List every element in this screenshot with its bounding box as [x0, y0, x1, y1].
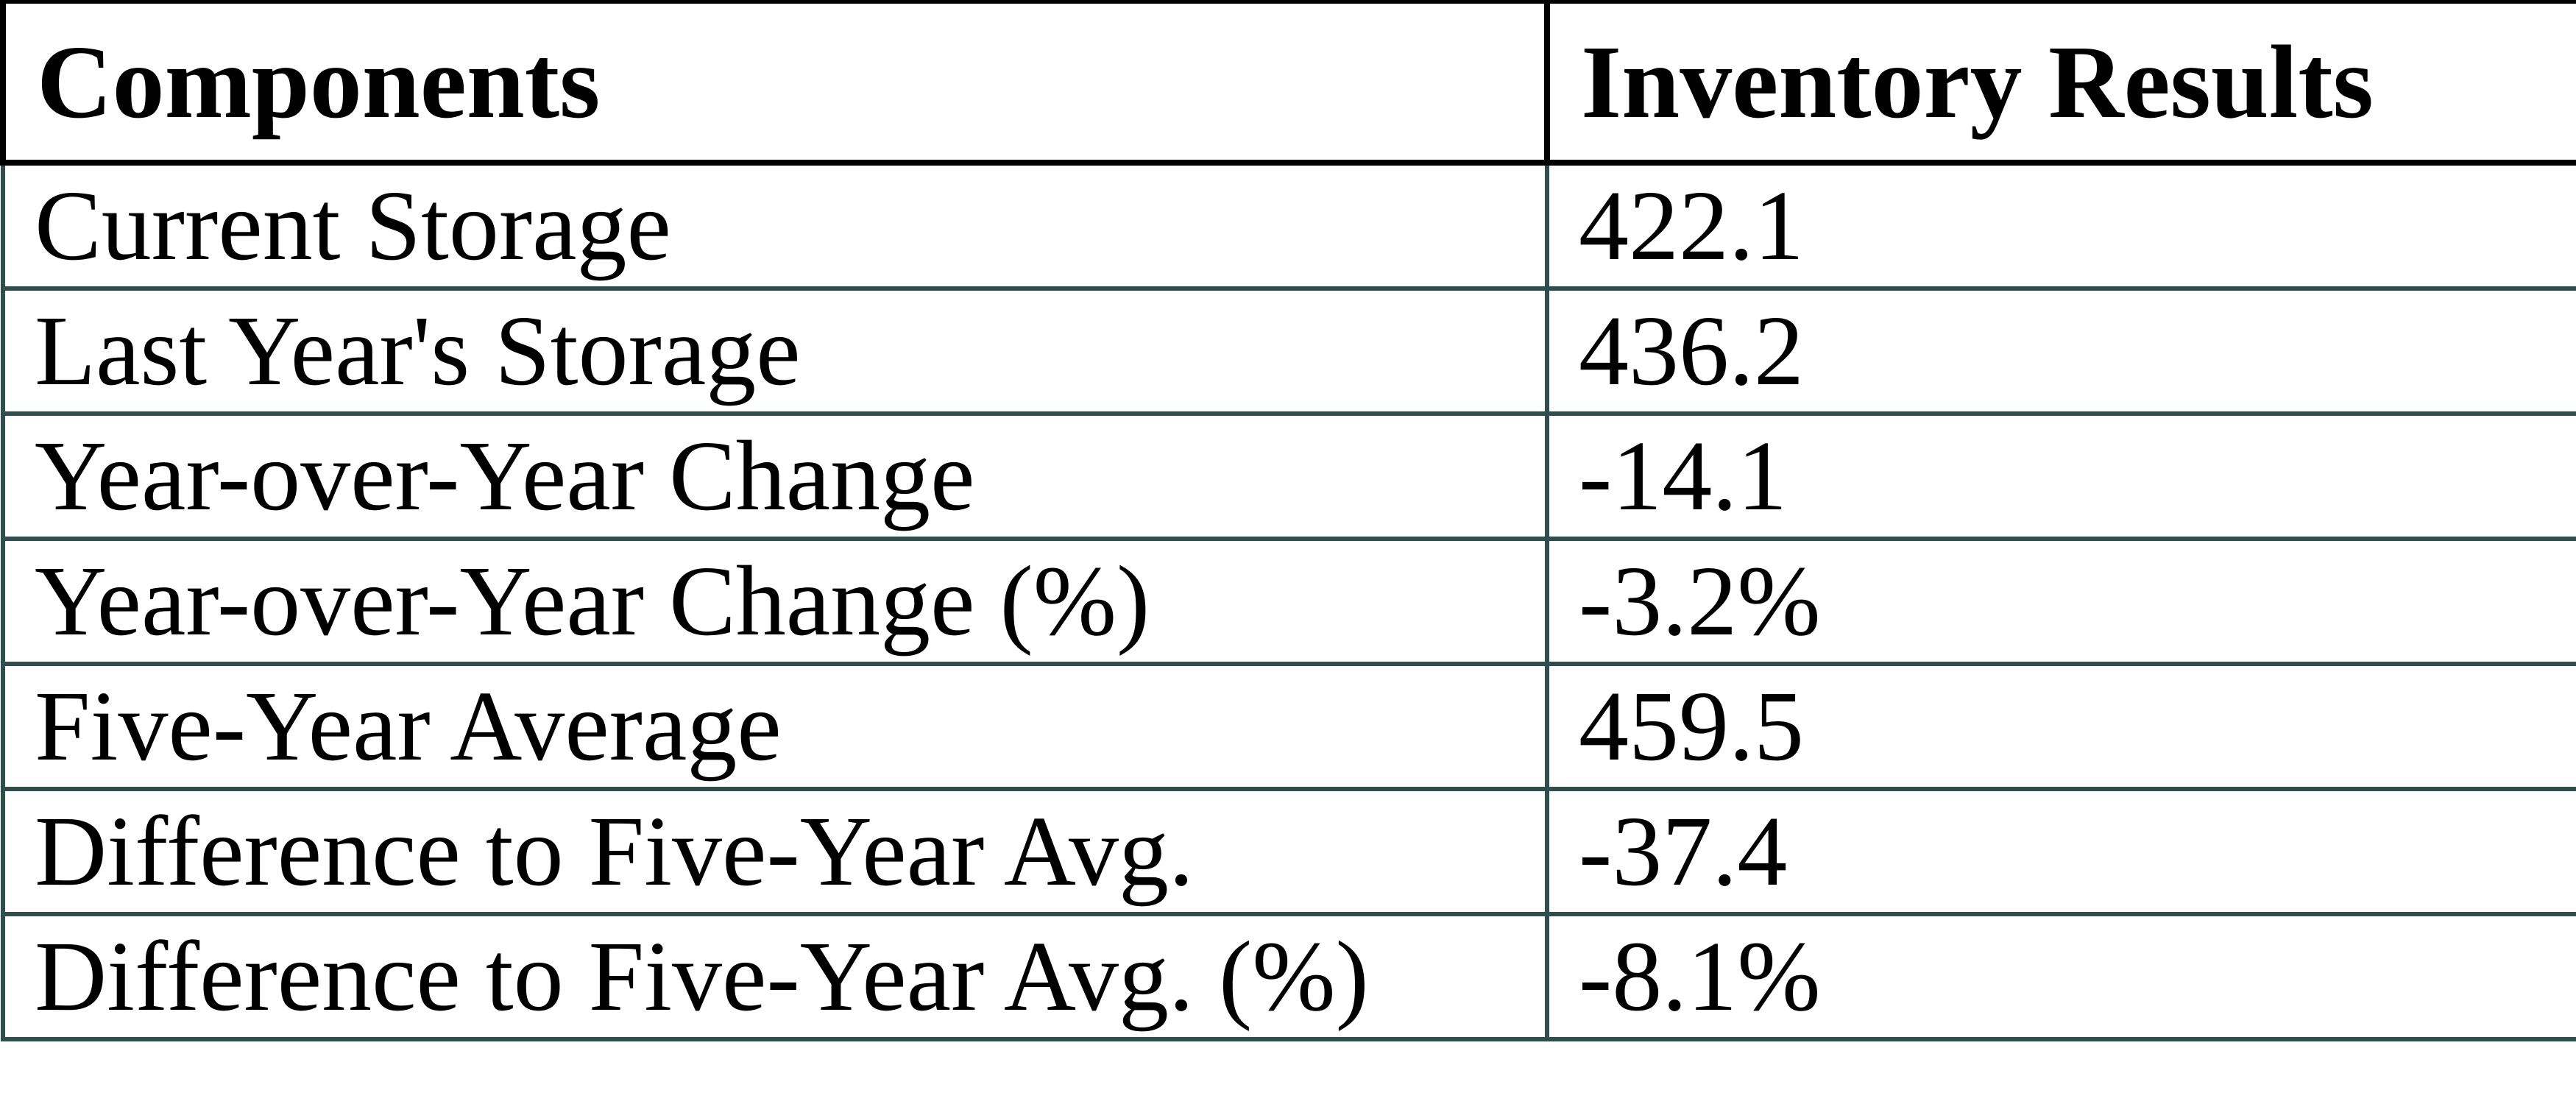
component-cell: Last Year's Storage	[1, 286, 1549, 416]
value-cell: -14.1	[1545, 411, 2576, 541]
table-row: Year-over-Year Change (%) -3.2%	[1, 537, 2576, 666]
component-cell: Five-Year Average	[1, 662, 1549, 791]
value-cell: -37.4	[1545, 787, 2576, 916]
component-cell: Difference to Five-Year Avg.	[1, 787, 1549, 916]
value-cell: -8.1%	[1545, 912, 2576, 1041]
table-row: Difference to Five-Year Avg. (%) -8.1%	[1, 912, 2576, 1041]
value-cell: 459.5	[1545, 662, 2576, 791]
value-cell: 436.2	[1545, 286, 2576, 416]
component-cell: Current Storage	[1, 160, 1549, 291]
table-row: Five-Year Average 459.5	[1, 662, 2576, 791]
component-cell: Year-over-Year Change	[1, 411, 1549, 541]
table-row: Year-over-Year Change -14.1	[1, 411, 2576, 541]
value-cell: 422.1	[1545, 160, 2576, 291]
table-row: Difference to Five-Year Avg. -37.4	[1, 787, 2576, 916]
table-row: Last Year's Storage 436.2	[1, 286, 2576, 416]
inventory-table: Components Inventory Results Current Sto…	[0, 0, 2576, 1041]
header-cell-components: Components	[0, 0, 1550, 166]
component-cell: Difference to Five-Year Avg. (%)	[1, 912, 1549, 1041]
header-row: Components Inventory Results	[0, 0, 2576, 166]
table-row: Current Storage 422.1	[1, 160, 2576, 291]
component-cell: Year-over-Year Change (%)	[1, 537, 1549, 666]
value-cell: -3.2%	[1545, 537, 2576, 666]
header-cell-inventory-results: Inventory Results	[1544, 0, 2576, 166]
